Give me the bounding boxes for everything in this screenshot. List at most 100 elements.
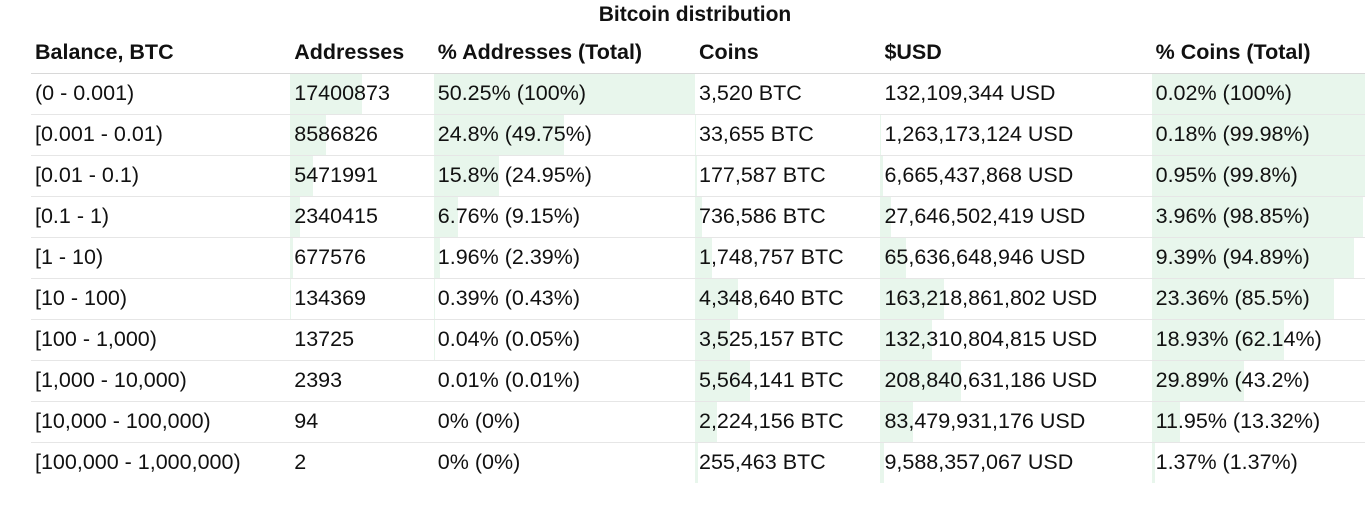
cell-pct-addresses-text: 0.04% (0.05%) [437,327,581,351]
share-bar [1151,73,1365,114]
cell-coins: 3,525,157 BTC [695,319,881,361]
share-bar [433,278,435,319]
share-bar [880,196,892,237]
cell-balance: [0.01 - 0.1) [31,155,291,197]
cell-usd-text: 9,588,357,067 USD [884,450,1074,475]
cell-usd: 9,588,357,067 USD [880,442,1151,483]
cell-pct-addresses-text: 24.8% (49.75%) [437,122,592,146]
cell-pct-coins-text: 18.93% (62.14%) [1155,327,1322,351]
cell-pct-addresses-text: 0.39% (0.43%) [437,286,581,310]
cell-usd-text: 1,263,173,124 USD [884,122,1074,146]
share-bar [1151,278,1335,319]
share-bar [433,73,695,114]
cell-pct-addresses-text: 15.8% (24.95%) [437,163,592,187]
table-row: [100 - 1,000) 13725 0.04% (0.05%) 3,525,157… [31,319,1365,361]
table-title: Bitcoin distribution [598,3,792,26]
cell-pct-addresses-text: 0% (0%) [437,409,521,433]
cell-usd-text: 208,840,631,186 USD [884,368,1098,392]
cell-balance-text: [0.1 - 1) [35,204,110,228]
cell-balance-text: [0.01 - 0.1) [35,163,139,187]
cell-pct-addresses-text: 1.96% (2.39%) [437,245,581,269]
cell-coins: 33,655 BTC [695,114,881,156]
cell-addresses-text: 677576 [294,245,366,269]
cell-addresses: 5471991 [290,155,434,197]
share-bar [880,155,883,196]
cell-addresses-text: 94 [294,409,319,433]
cell-pct-coins-text: 11.95% (13.32%) [1155,409,1321,433]
cell-pct-coins-text: 1.37% (1.37%) [1155,450,1298,475]
cell-usd: 6,665,437,868 USD [880,155,1152,197]
cell-usd: 163,218,861,802 USD [880,278,1152,320]
cell-addresses: 13725 [290,319,434,361]
share-bar [1151,401,1181,442]
share-bar [433,196,458,237]
share-bar [1151,155,1365,196]
share-bar [695,442,698,483]
cell-balance-text: [100,000 - 1,000,000) [35,450,241,475]
cell-coins: 4,348,640 BTC [695,278,881,320]
table-row: [0.01 - 0.1) 5471991 15.8% (24.95%) 177,587… [31,155,1365,197]
cell-usd: 27,646,502,419 USD [880,196,1152,238]
cell-pct-coins-text: 9.39% (94.89%) [1155,245,1310,269]
share-bar [1151,114,1365,155]
cell-balance-text: [1,000 - 10,000) [35,368,187,392]
cell-coins-text: 3,520 BTC [699,81,802,105]
cell-coins: 255,463 BTC [695,442,880,483]
cell-usd-text: 27,646,502,419 USD [884,204,1086,228]
share-bar [290,73,363,114]
cell-addresses-text: 13725 [294,327,355,351]
header-row: Balance, BTC Addresses % Addresses (Tota… [31,32,1365,74]
cell-pct-addresses: 0.39% (0.43%) [433,278,695,320]
cell-usd: 132,109,344 USD [880,73,1152,115]
share-bar [880,237,906,278]
cell-pct-coins-text: 0.18% (99.98%) [1155,122,1310,146]
cell-coins-text: 736,586 BTC [699,204,826,228]
cell-coins-text: 177,587 BTC [699,163,826,187]
cell-pct-addresses: 6.76% (9.15%) [433,196,695,238]
cell-balance-text: [10,000 - 100,000) [35,409,211,433]
table-body: (0 - 0.001) 17400873 50.25% (100%) 3,520 BT… [31,73,1365,483]
cell-pct-coins: 1.37% (1.37%) [1151,442,1365,483]
cell-usd: 65,636,648,946 USD [880,237,1152,279]
cell-usd-text: 6,665,437,868 USD [884,163,1074,187]
table-row: (0 - 0.001) 17400873 50.25% (100%) 3,520 BT… [31,73,1365,115]
cell-pct-addresses-text: 6.76% (9.15%) [437,204,581,228]
cell-pct-addresses: 24.8% (49.75%) [433,114,695,156]
share-bar [290,237,294,278]
cell-usd-text: 83,479,931,176 USD [884,409,1086,433]
cell-addresses: 2340415 [290,196,434,238]
cell-coins-text: 5,564,141 BTC [699,368,844,392]
table-row: [1,000 - 10,000) 2393 0.01% (0.01%) 5,564,1… [31,360,1365,402]
cell-balance: [100 - 1,000) [31,319,291,361]
cell-balance: [10,000 - 100,000) [31,401,291,443]
cell-pct-coins: 0.02% (100%) [1151,73,1365,115]
cell-addresses-text: 2393 [294,368,343,392]
cell-balance-text: [0.001 - 0.01) [35,122,163,146]
cell-usd-text: 132,109,344 USD [884,81,1056,105]
share-bar [695,196,703,237]
share-bar [695,319,731,360]
cell-addresses: 94 [290,401,434,443]
cell-usd-text: 163,218,861,802 USD [884,286,1098,310]
share-bar [695,237,713,278]
share-bar [290,155,313,196]
cell-balance: [1 - 10) [31,237,291,279]
cell-addresses: 8586826 [290,114,434,156]
cell-pct-addresses: 0.01% (0.01%) [433,360,695,402]
cell-balance-text: [100 - 1,000) [35,327,157,351]
cell-coins: 736,586 BTC [695,196,881,238]
cell-balance: (0 - 0.001) [31,73,291,115]
cell-addresses-text: 8586826 [294,122,378,146]
share-bar [433,237,441,278]
share-bar [1151,196,1363,237]
cell-pct-coins: 9.39% (94.89%) [1151,237,1365,279]
cell-addresses: 17400873 [290,73,434,115]
header-pct-coins: % Coins (Total) [1151,32,1365,74]
cell-pct-coins: 0.95% (99.8%) [1151,155,1365,197]
cell-pct-coins: 23.36% (85.5%) [1151,278,1365,320]
cell-balance: [0.001 - 0.01) [31,114,291,156]
cell-balance: [10 - 100) [31,278,291,320]
cell-balance-text: [10 - 100) [35,286,128,310]
share-bar [290,114,326,155]
cell-usd-text: 132,310,804,815 USD [884,327,1098,351]
